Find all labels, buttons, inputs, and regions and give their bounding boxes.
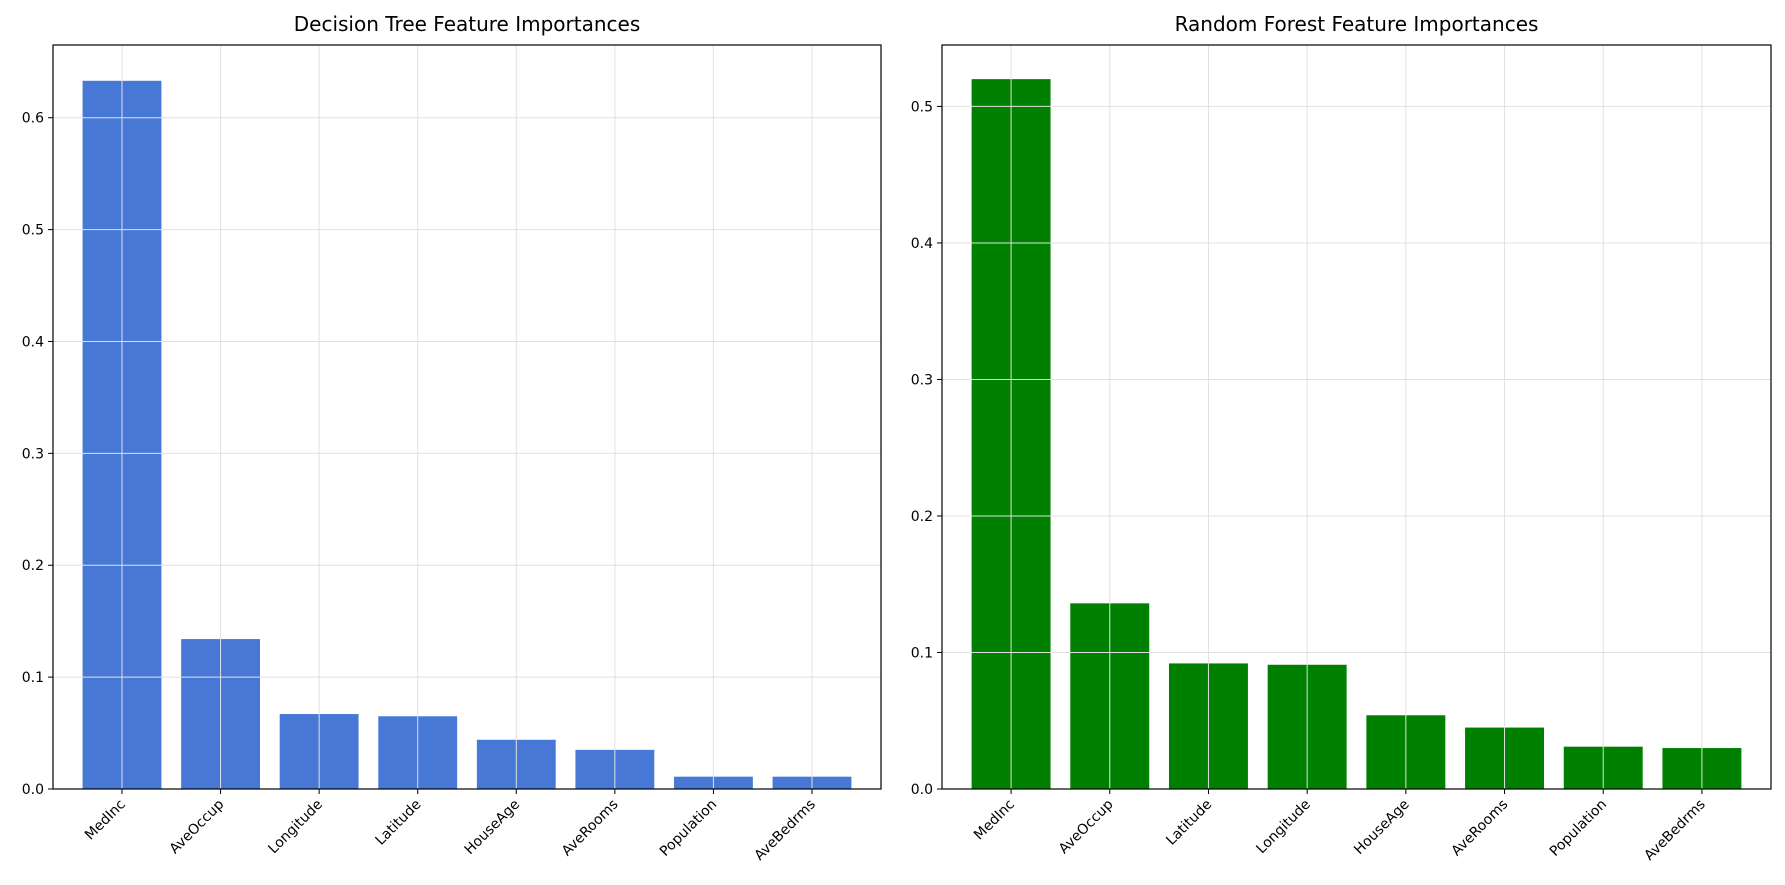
y-tick-label: 0.0 <box>911 782 933 798</box>
y-tick-label: 0.5 <box>911 99 933 115</box>
x-tick-label: MedInc <box>971 797 1018 844</box>
y-tick-label: 0.2 <box>911 509 933 525</box>
x-tick-label: AveRooms <box>1449 797 1512 860</box>
x-tick-label: Population <box>657 797 720 860</box>
decision-tree-chart: Decision Tree Feature Importances 0.0 0.1… <box>22 12 882 864</box>
y-tick-label: 0.5 <box>22 223 44 239</box>
y-tick-label: 0.4 <box>22 334 44 350</box>
chart-title: Random Forest Feature Importances <box>1175 12 1539 36</box>
x-tick-label: MedInc <box>82 797 129 844</box>
axes-frame <box>52 44 882 790</box>
x-tick-label: AveBedrms <box>752 797 819 864</box>
x-tick-label: Longitude <box>1253 797 1314 858</box>
x-tick-label: HouseAge <box>1351 797 1412 858</box>
x-tick-label: AveOccup <box>167 796 228 857</box>
y-tick-label: 0.4 <box>911 236 933 252</box>
axes-frame <box>941 44 1772 790</box>
x-tick-label: Longitude <box>265 797 326 858</box>
x-tick-label: Population <box>1547 797 1610 860</box>
x-tick-label: Latitude <box>372 797 424 849</box>
y-tick-label: 0.1 <box>911 645 933 661</box>
random-forest-chart: Random Forest Feature Importances 0.0 0.1… <box>911 12 1772 864</box>
x-tick-label: AveOccup <box>1056 796 1117 857</box>
y-tick-label: 0.3 <box>911 372 933 388</box>
y-tick-label: 0.2 <box>22 558 44 574</box>
y-tick-label: 0.1 <box>22 670 44 686</box>
chart-title: Decision Tree Feature Importances <box>294 12 641 36</box>
x-tick-label: HouseAge <box>462 797 523 858</box>
y-tick-label: 0.3 <box>22 446 44 462</box>
x-tick-label: AveRooms <box>559 797 622 860</box>
x-tick-label: Latitude <box>1163 797 1215 849</box>
y-tick-label: 0.6 <box>22 111 44 127</box>
y-tick-label: 0.0 <box>22 782 44 798</box>
x-tick-label: AveBedrms <box>1641 797 1708 864</box>
